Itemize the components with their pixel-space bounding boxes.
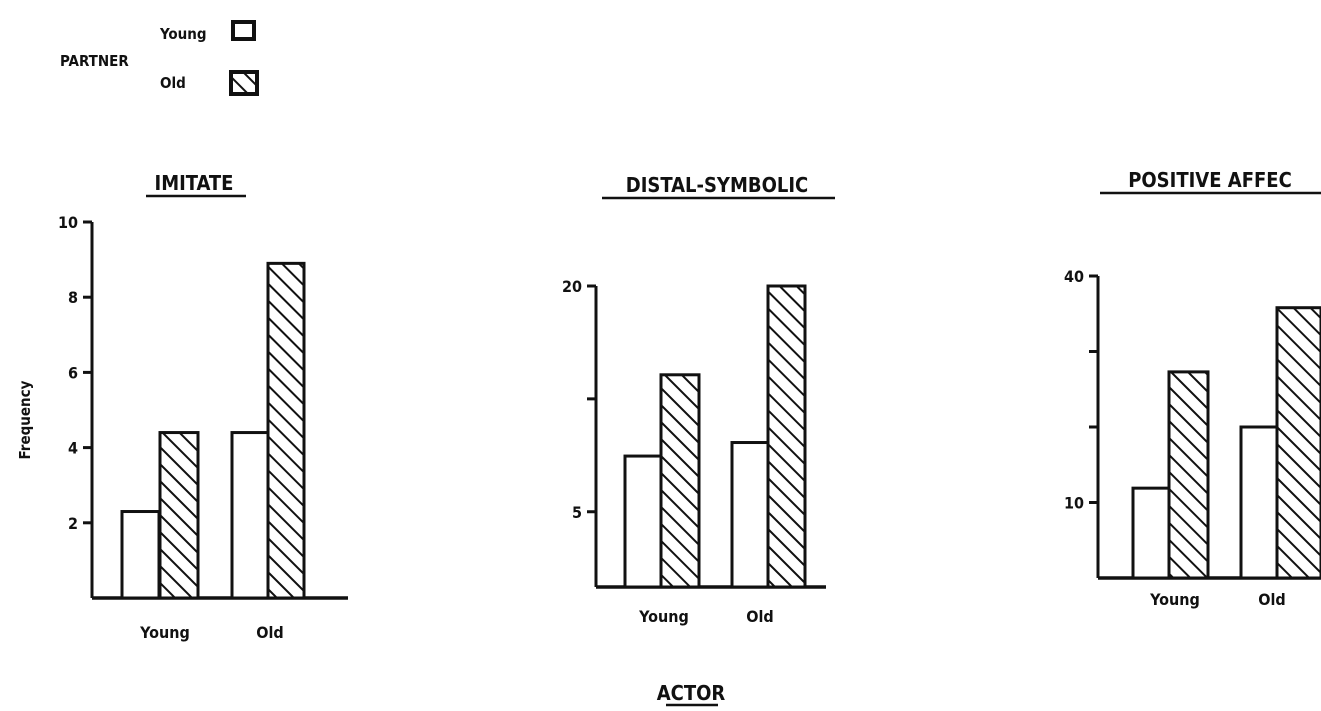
y-tick-label: 4 xyxy=(68,439,78,458)
y-tick-label: 20 xyxy=(562,277,582,296)
bar-young-old xyxy=(158,431,200,600)
chart-title: DISTAL-SYMBOLIC xyxy=(626,173,808,197)
chart-panel-2: DISTAL-SYMBOLIC 5 20 Young Old xyxy=(562,173,835,626)
legend-label-old: Old xyxy=(160,74,186,92)
chart-title: IMITATE xyxy=(155,171,234,195)
bar-old-young xyxy=(1239,425,1279,580)
bar-old-old xyxy=(1275,306,1321,580)
x-category-label: Young xyxy=(1149,590,1200,609)
bar-young-young xyxy=(120,510,161,600)
chart-panel-1: IMITATE 2 4 6 8 10 Young Old xyxy=(58,171,348,642)
bar-young-young xyxy=(623,454,663,589)
panels: IMITATE 2 4 6 8 10 Young Old DISTAL-SYMBOLIC 5 20 Y… xyxy=(58,168,1321,642)
y-tick-label: 10 xyxy=(1064,494,1084,513)
legend-label-young: Young xyxy=(159,25,207,43)
y-tick-label: 10 xyxy=(58,213,78,232)
x-category-label: Old xyxy=(746,607,773,626)
chart-title: POSITIVE AFFEC xyxy=(1128,168,1292,192)
legend-swatch-young xyxy=(231,20,256,41)
x-category-label: Young xyxy=(638,607,689,626)
x-axis-label: ACTOR xyxy=(657,681,726,705)
x-category-label: Old xyxy=(1258,590,1285,609)
y-axis-label: Frequency xyxy=(16,380,34,459)
bar-young-young xyxy=(1131,486,1171,580)
legend-title: PARTNER xyxy=(60,52,129,70)
y-tick-label: 8 xyxy=(68,288,78,307)
bar-old-old xyxy=(766,284,807,589)
x-category-label: Young xyxy=(139,623,190,642)
y-tick-label: 6 xyxy=(68,363,78,382)
bar-old-young xyxy=(730,441,770,589)
bar-young-old xyxy=(1167,370,1210,580)
y-tick-label: 40 xyxy=(1064,267,1084,286)
bar-old-young xyxy=(230,431,270,600)
legend-swatch-old xyxy=(229,70,259,96)
legend: PARTNER Young Old xyxy=(60,20,259,96)
chart-panel-3: POSITIVE AFFEC 10 40 Young Old xyxy=(1064,168,1321,609)
y-tick-label: 5 xyxy=(572,503,582,522)
y-tick-label: 2 xyxy=(68,514,78,533)
bar-young-old xyxy=(659,373,701,589)
x-category-label: Old xyxy=(256,623,283,642)
bar-old-old xyxy=(266,261,306,600)
